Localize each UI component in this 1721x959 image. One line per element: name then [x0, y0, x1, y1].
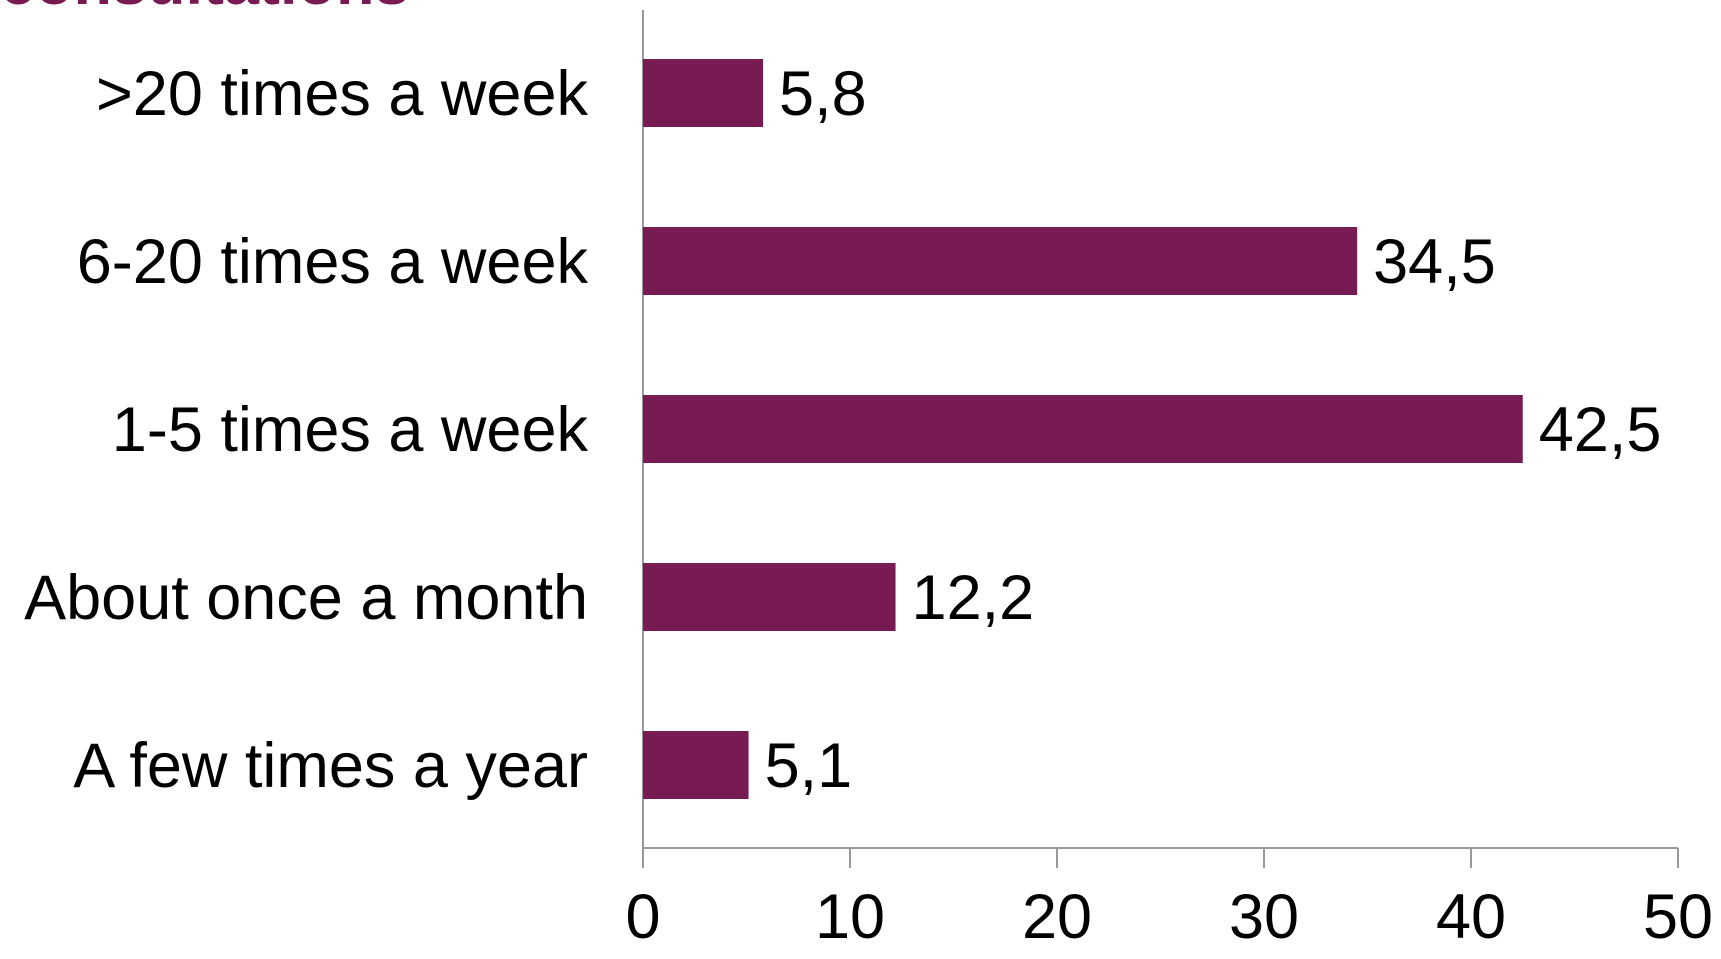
bar [643, 395, 1523, 463]
x-tick-label: 0 [625, 882, 660, 952]
value-label: 5,8 [779, 59, 867, 129]
y-tick-label: 1-5 times a week [112, 395, 589, 465]
x-tick-label: 50 [1643, 882, 1713, 952]
x-tick-label: 30 [1229, 882, 1299, 952]
x-tick-label: 40 [1436, 882, 1506, 952]
y-tick-label: 6-20 times a week [77, 227, 589, 297]
bar [643, 227, 1358, 295]
x-tick-label: 20 [1022, 882, 1092, 952]
value-label: 42,5 [1539, 395, 1662, 465]
y-tick-label: About once a month [24, 563, 588, 633]
bar [643, 731, 749, 799]
x-tick-label: 10 [815, 882, 885, 952]
value-label: 12,2 [912, 563, 1035, 633]
y-tick-label: A few times a year [73, 731, 588, 801]
y-tick-label: >20 times a week [96, 59, 589, 129]
value-label: 34,5 [1373, 227, 1496, 297]
bar [643, 59, 764, 127]
bar [643, 563, 896, 631]
chart-title: consultations [0, 0, 410, 18]
value-label: 5,1 [765, 731, 853, 801]
